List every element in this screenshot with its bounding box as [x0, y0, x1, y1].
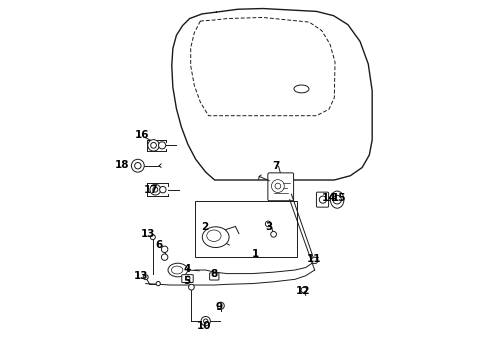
Circle shape — [150, 184, 161, 195]
Bar — [195, 202, 297, 257]
FancyBboxPatch shape — [268, 173, 294, 201]
Circle shape — [148, 140, 159, 151]
Circle shape — [186, 276, 190, 280]
Circle shape — [131, 159, 144, 172]
Circle shape — [266, 221, 271, 227]
Circle shape — [217, 302, 224, 309]
FancyBboxPatch shape — [210, 273, 219, 280]
Ellipse shape — [172, 266, 183, 274]
Circle shape — [156, 282, 160, 286]
FancyBboxPatch shape — [182, 275, 193, 283]
Text: 10: 10 — [197, 321, 212, 331]
Text: 17: 17 — [144, 185, 159, 195]
Text: 4: 4 — [183, 264, 191, 274]
Circle shape — [312, 257, 318, 264]
Circle shape — [319, 196, 326, 203]
Ellipse shape — [294, 85, 309, 93]
Ellipse shape — [168, 263, 188, 277]
Circle shape — [135, 162, 141, 169]
Ellipse shape — [330, 191, 344, 208]
Text: 7: 7 — [273, 161, 280, 171]
Circle shape — [301, 287, 307, 293]
Ellipse shape — [202, 227, 229, 248]
Text: 18: 18 — [115, 160, 129, 170]
Text: 15: 15 — [331, 193, 346, 203]
Circle shape — [143, 275, 148, 280]
Circle shape — [270, 231, 276, 237]
Circle shape — [189, 284, 194, 290]
Text: 9: 9 — [216, 302, 223, 312]
Text: 5: 5 — [183, 276, 190, 286]
Circle shape — [203, 319, 208, 323]
Circle shape — [201, 316, 210, 326]
Circle shape — [153, 187, 158, 192]
Circle shape — [275, 183, 281, 189]
Text: 16: 16 — [135, 130, 149, 140]
Text: 3: 3 — [266, 222, 273, 232]
Circle shape — [161, 246, 168, 252]
Text: 11: 11 — [306, 253, 321, 264]
FancyBboxPatch shape — [317, 192, 329, 207]
Text: 14: 14 — [322, 193, 337, 203]
Text: 8: 8 — [210, 269, 217, 279]
Circle shape — [160, 186, 166, 193]
Text: 6: 6 — [156, 240, 163, 250]
Text: 12: 12 — [295, 287, 310, 296]
Circle shape — [333, 195, 342, 204]
Circle shape — [150, 235, 155, 240]
Text: 1: 1 — [251, 249, 259, 259]
Circle shape — [151, 143, 156, 148]
Circle shape — [159, 142, 166, 149]
Text: 13: 13 — [133, 271, 148, 282]
Circle shape — [271, 180, 284, 193]
Ellipse shape — [207, 230, 221, 242]
Text: 13: 13 — [141, 229, 155, 239]
Text: 2: 2 — [201, 222, 209, 232]
Circle shape — [161, 254, 168, 260]
